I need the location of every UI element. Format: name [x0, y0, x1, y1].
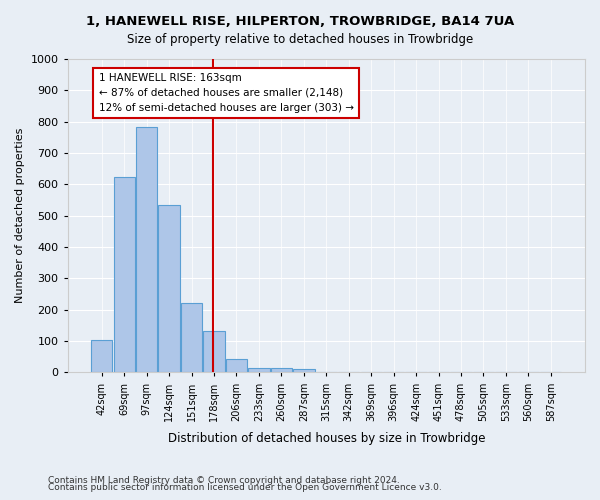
Text: 1, HANEWELL RISE, HILPERTON, TROWBRIDGE, BA14 7UA: 1, HANEWELL RISE, HILPERTON, TROWBRIDGE,… [86, 15, 514, 28]
Bar [293, 369, 314, 372]
Bar [248, 368, 269, 372]
X-axis label: Distribution of detached houses by size in Trowbridge: Distribution of detached houses by size … [167, 432, 485, 445]
Bar [113, 177, 135, 372]
Bar [181, 303, 202, 372]
Text: Contains HM Land Registry data © Crown copyright and database right 2024.: Contains HM Land Registry data © Crown c… [48, 476, 400, 485]
Text: 1 HANEWELL RISE: 163sqm
← 87% of detached houses are smaller (2,148)
12% of semi: 1 HANEWELL RISE: 163sqm ← 87% of detache… [98, 73, 353, 112]
Text: Contains public sector information licensed under the Open Government Licence v3: Contains public sector information licen… [48, 484, 442, 492]
Bar [136, 127, 157, 372]
Bar [91, 340, 112, 372]
Y-axis label: Number of detached properties: Number of detached properties [15, 128, 25, 304]
Bar [271, 368, 292, 372]
Bar [158, 205, 180, 372]
Text: Size of property relative to detached houses in Trowbridge: Size of property relative to detached ho… [127, 32, 473, 46]
Bar [203, 331, 224, 372]
Bar [226, 360, 247, 372]
